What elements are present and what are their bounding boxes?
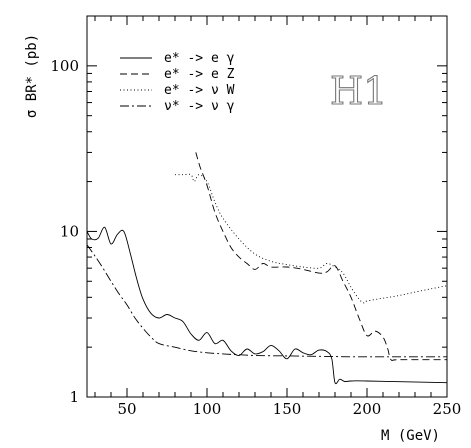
plot-frame	[86, 15, 448, 398]
x-tick-label: 50	[117, 400, 136, 418]
series-line-2	[195, 152, 447, 361]
x-tick-label: 250	[433, 400, 462, 418]
legend-label: e* -> e γ	[164, 51, 235, 66]
series-line-4	[86, 244, 447, 358]
legend-label: e* -> e Z	[164, 67, 235, 82]
x-tick-label: 100	[193, 400, 222, 418]
x-tick-label: 150	[273, 400, 302, 418]
y-axis-title: σ BR* (pb)	[24, 34, 40, 118]
data-series	[86, 152, 448, 385]
axis-ticks: 50 100 150 200 250 1 10 100	[50, 15, 462, 418]
y-tick-label: 100	[50, 57, 79, 75]
y-tick-label: 1	[69, 388, 79, 406]
experiment-label: H1	[330, 69, 387, 113]
series-line-3	[175, 173, 448, 304]
x-axis-title: M (GeV)	[381, 428, 440, 444]
x-tick-label: 200	[353, 400, 382, 418]
legend: e* -> e γe* -> e Ze* -> ν Wν* -> ν γ	[120, 51, 235, 114]
series-line-1	[86, 226, 448, 385]
legend-label: e* -> ν W	[164, 83, 235, 98]
y-tick-label: 10	[60, 222, 79, 240]
legend-label: ν* -> ν γ	[164, 99, 235, 114]
